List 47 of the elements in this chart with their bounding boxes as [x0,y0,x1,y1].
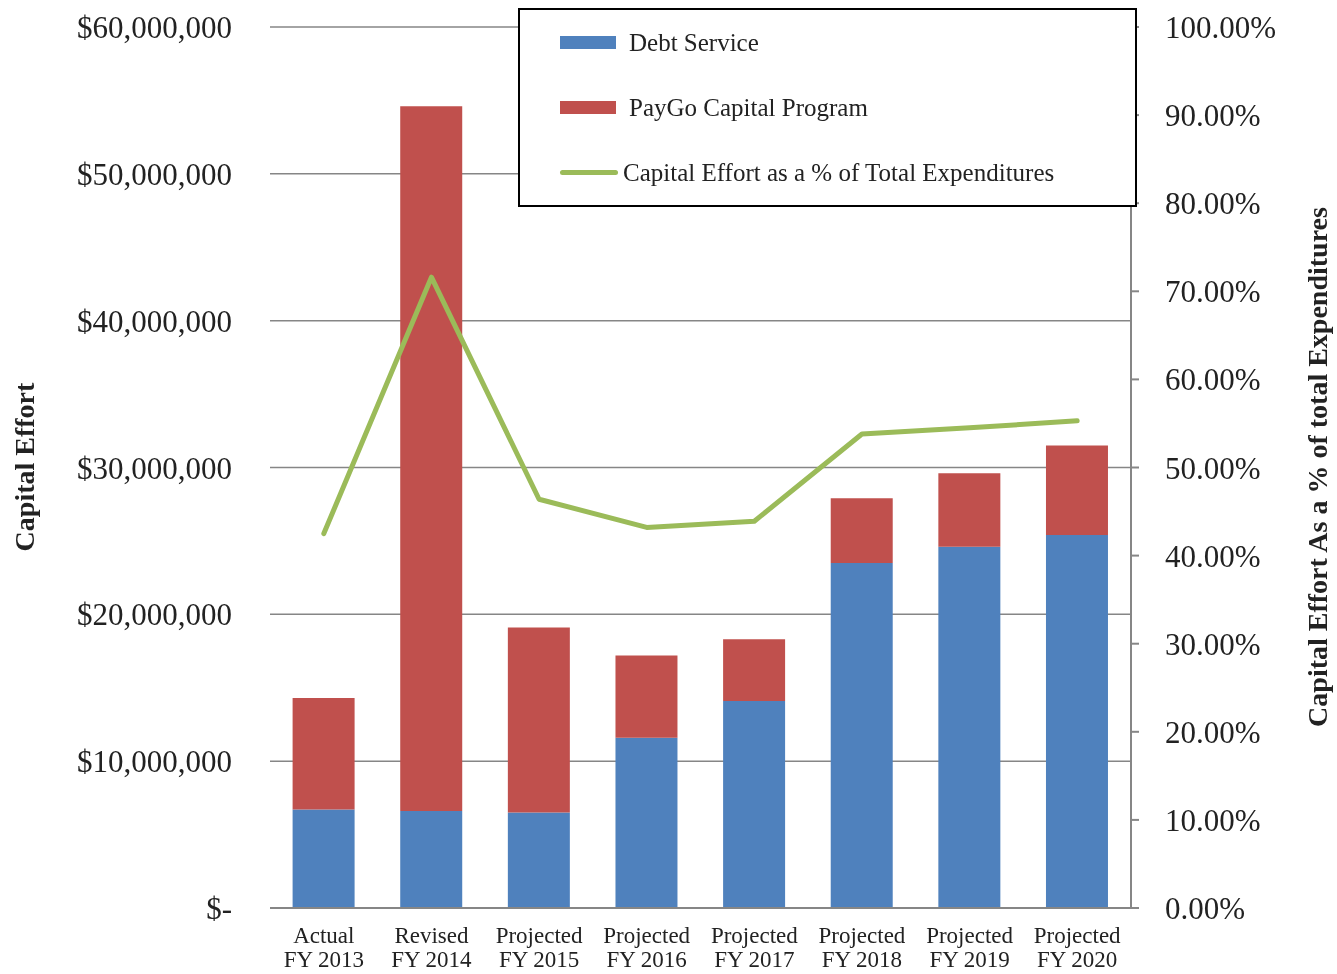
y-tick-label: $20,000,000 [77,597,232,633]
x-tick-label: Projected FY 2016 [603,923,691,972]
x-tick-label: Revised FY 2014 [391,923,473,972]
legend-label: Capital Effort as a % of Total Expenditures [623,158,1055,187]
y2-tick-label: 90.00% [1165,98,1261,134]
bar [400,106,463,812]
bar [1045,445,1108,536]
x-tick-label: Projected FY 2015 [495,923,583,972]
x-tick-label: Projected FY 2020 [1033,923,1122,972]
legend-label: Debt Service [629,28,759,57]
x-tick-label: Projected FY 2019 [926,923,1014,972]
y2-tick-label: 70.00% [1165,274,1261,310]
bar [938,473,1001,547]
y2-tick-label: 40.00% [1165,538,1261,574]
y-tick-label: $40,000,000 [77,303,232,339]
x-tick-label: Actual FY 2013 [283,923,364,972]
y2-tick-label: 50.00% [1165,450,1261,486]
bar [830,498,893,563]
bar [292,809,355,908]
bar [830,562,893,908]
x-tick-label: Projected FY 2018 [818,923,906,972]
bar [507,812,570,908]
bar [723,639,786,701]
x-tick-label: Projected FY 2017 [710,923,799,972]
bar [615,655,678,738]
y2-tick-label: 80.00% [1165,186,1261,222]
y2-axis-title: Capital Effort As a % of total Expenditures [1302,207,1334,727]
bar [615,737,678,908]
y2-tick-label: 100.00% [1165,10,1277,46]
y2-tick-label: 0.00% [1165,891,1246,927]
y-tick-label: $50,000,000 [77,156,232,192]
y-tick-label: $- [206,891,232,927]
y2-tick-label: 30.00% [1165,626,1261,662]
y-axis-title: Capital Effort [9,382,41,552]
bar [723,700,786,908]
y2-tick-label: 10.00% [1165,802,1261,838]
legend-label: PayGo Capital Program [629,93,868,122]
bar [400,811,463,908]
y-tick-label: $30,000,000 [77,450,232,486]
bar [292,698,355,810]
bar [938,546,1001,908]
y2-tick-label: 60.00% [1165,362,1261,398]
y-tick-label: $60,000,000 [77,10,232,46]
y-tick-label: $10,000,000 [77,744,232,780]
bar [507,627,570,813]
bar [1045,535,1108,908]
y2-tick-label: 20.00% [1165,714,1261,750]
